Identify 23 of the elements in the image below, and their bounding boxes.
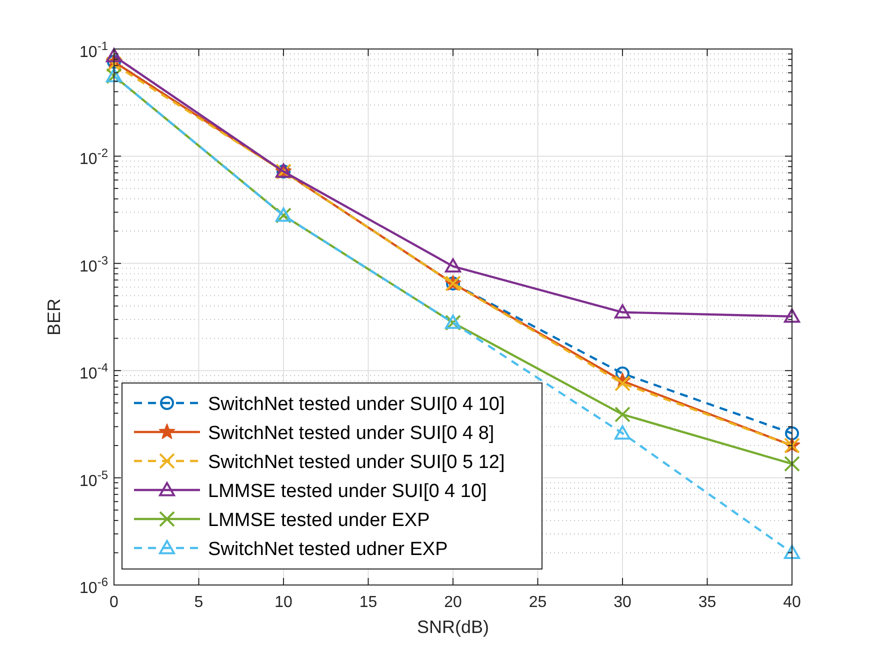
y-tick-label: 10$^{-4}$ bbox=[80, 360, 108, 383]
y-tick-label: 10$^{-3}$ bbox=[80, 253, 108, 276]
y-tick-label: 10$^{-1}$ bbox=[80, 39, 108, 61]
x-tick-label: 25 bbox=[528, 594, 547, 611]
legend-label: SwitchNet tested under SUI[0 4 10] bbox=[208, 394, 505, 415]
x-tick-label: 35 bbox=[698, 594, 716, 611]
y-tick-label: 10$^{-6}$ bbox=[80, 575, 108, 597]
x-tick-label: 20 bbox=[444, 594, 462, 611]
y-axis-title: BER bbox=[44, 298, 64, 336]
legend-label: LMMSE tested under EXP bbox=[208, 510, 430, 531]
legend-label: SwitchNet tested udner EXP bbox=[208, 539, 448, 560]
x-tick-label: 5 bbox=[194, 594, 204, 611]
legend-label: LMMSE tested under SUI[0 4 10] bbox=[208, 481, 487, 502]
x-tick-label: 30 bbox=[614, 594, 632, 611]
x-tick-label: 10 bbox=[274, 594, 292, 611]
y-tick-label: 10$^{-2}$ bbox=[80, 146, 108, 168]
x-tick-label: 15 bbox=[359, 594, 378, 611]
x-tick-label: 0 bbox=[110, 594, 119, 611]
legend-label: SwitchNet tested under SUI[0 4 8] bbox=[208, 423, 494, 444]
x-tick-label: 40 bbox=[783, 594, 801, 611]
legend-label: SwitchNet tested under SUI[0 5 12] bbox=[208, 452, 505, 473]
x-axis-title: SNR(dB) bbox=[416, 617, 490, 637]
y-tick-label: 10$^{-5}$ bbox=[80, 468, 108, 490]
